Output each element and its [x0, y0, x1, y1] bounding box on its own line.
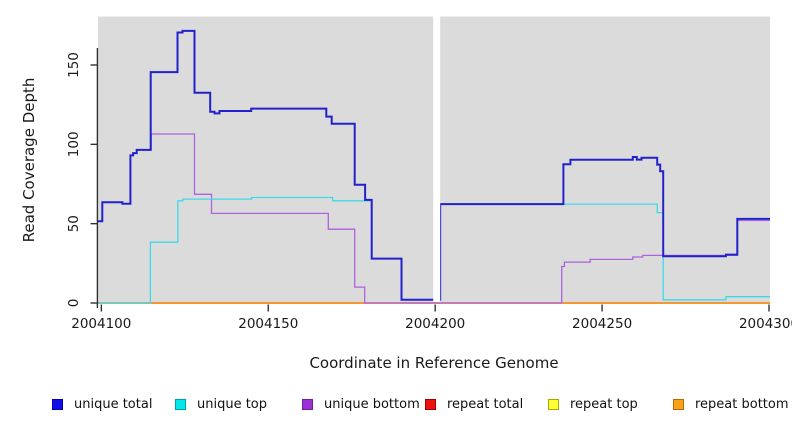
x-axis-title: Coordinate in Reference Genome — [309, 354, 558, 372]
axes-layer: 0 50 100 150 2004100 2004150 2004200 2004250 200… — [66, 48, 792, 332]
legend-swatch-icon — [425, 398, 436, 410]
legend-swatch-icon — [302, 398, 313, 410]
y-axis-title: Read Coverage Depth — [20, 78, 38, 243]
series-layer — [98, 29, 770, 304]
legend-label: unique top — [197, 396, 268, 412]
legend: unique total unique top unique bottom repea… — [0, 394, 792, 418]
legend-swatch-icon — [52, 398, 63, 410]
series-line-unique-total — [98, 29, 770, 301]
legend-item-repeat-total: repeat total — [425, 394, 523, 414]
legend-item-repeat-top: repeat top — [548, 394, 638, 414]
legend-item-unique-bottom: unique bottom — [302, 394, 420, 414]
legend-label: repeat top — [570, 396, 638, 412]
legend-swatch-icon — [548, 398, 559, 410]
x-tick-label: 2004250 — [572, 316, 632, 332]
x-tick-label: 2004200 — [405, 316, 465, 332]
y-tick-label: 0 — [66, 299, 82, 308]
legend-swatch-icon — [673, 398, 684, 410]
x-tick-label: 2004100 — [71, 316, 131, 332]
y-tick-label: 150 — [66, 52, 82, 78]
y-tick-label: 100 — [66, 131, 82, 157]
gap-mask — [433, 15, 441, 302]
legend-swatch-icon — [175, 398, 186, 410]
legend-label: repeat total — [447, 396, 524, 412]
legend-item-repeat-bottom: repeat bottom — [673, 394, 789, 414]
legend-item-unique-top: unique top — [175, 394, 267, 414]
x-tick-label: 2004150 — [238, 316, 298, 332]
legend-label: repeat bottom — [695, 396, 789, 412]
legend-item-unique-total: unique total — [52, 394, 152, 414]
legend-label: unique total — [74, 396, 153, 412]
x-tick-label: 2004300 — [739, 316, 792, 332]
y-tick-label: 50 — [66, 215, 82, 232]
legend-label: unique bottom — [324, 396, 420, 412]
